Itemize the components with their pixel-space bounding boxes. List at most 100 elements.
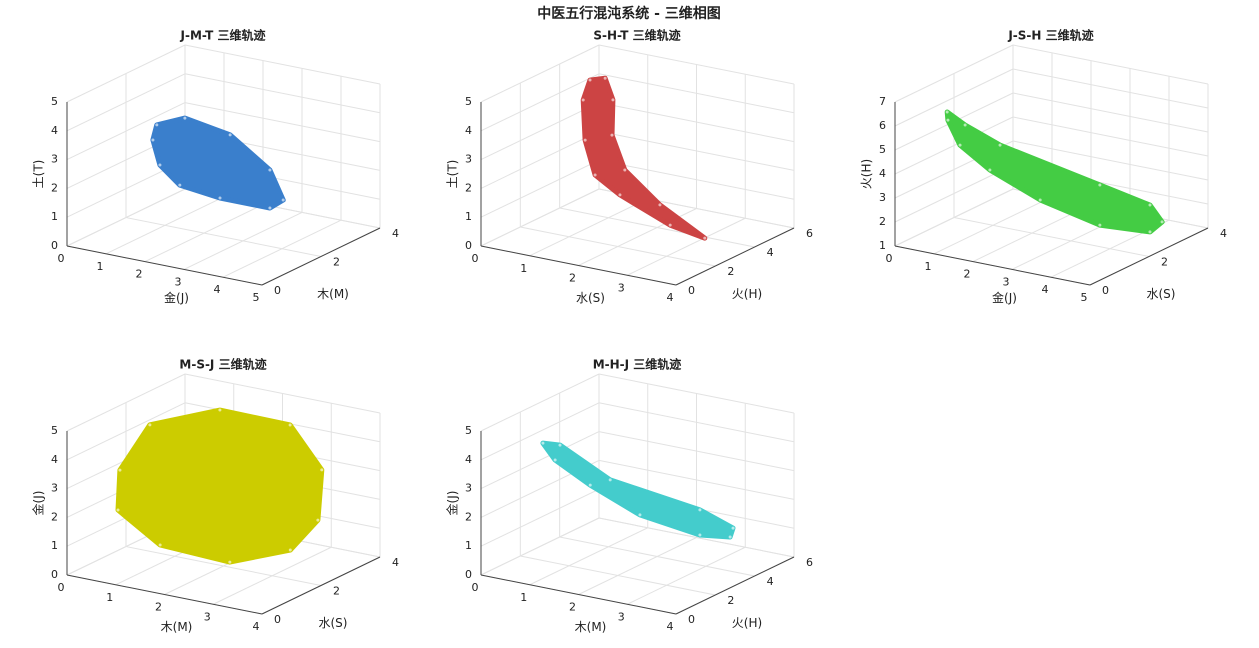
grid-line bbox=[598, 459, 795, 500]
y-axis bbox=[675, 556, 795, 615]
grid-line bbox=[1012, 68, 1209, 109]
trajectory-point bbox=[588, 78, 592, 82]
grid-line bbox=[894, 68, 1014, 127]
x-tick-label: 0 bbox=[886, 252, 893, 265]
trajectory-point bbox=[158, 543, 162, 547]
y-axis-label: 火(H) bbox=[732, 287, 762, 301]
y-axis bbox=[675, 227, 795, 286]
grid-line bbox=[480, 431, 600, 490]
z-tick-label: 5 bbox=[51, 424, 58, 437]
grid-line bbox=[66, 373, 186, 432]
grid-line bbox=[480, 130, 600, 189]
y-axis-label: 水(S) bbox=[1147, 287, 1176, 301]
z-tick-label: 5 bbox=[465, 95, 472, 108]
z-axis-label: 金(J) bbox=[445, 491, 460, 516]
trajectory-point bbox=[288, 548, 292, 552]
trajectory-point bbox=[158, 163, 162, 167]
z-tick-label: 3 bbox=[465, 153, 472, 166]
x-tick-label: 1 bbox=[520, 262, 527, 275]
z-tick-label: 2 bbox=[51, 181, 58, 194]
grid-line bbox=[184, 73, 381, 114]
trajectory-point bbox=[698, 508, 702, 512]
x-tick-label: 1 bbox=[520, 591, 527, 604]
x-tick-label: 4 bbox=[667, 620, 674, 633]
trajectory-point bbox=[553, 458, 557, 462]
grid-line bbox=[598, 431, 795, 472]
trajectory-point bbox=[1148, 203, 1152, 207]
trajectory-point bbox=[118, 468, 122, 472]
z-tick-label: 7 bbox=[879, 95, 886, 108]
x-tick-label: 3 bbox=[204, 610, 211, 623]
subplot-title: J-S-H 三维轨迹 bbox=[1007, 28, 1093, 43]
subplot: 0 1 2 3 4 0 2 4 6 0 1 2 3 4 5 水(S) 火(H) 土(T) S-H-T 三维轨迹 bbox=[446, 28, 814, 306]
grid-line bbox=[894, 188, 1014, 247]
x-tick-label: 1 bbox=[106, 591, 113, 604]
z-tick-label: 1 bbox=[879, 239, 886, 252]
z-tick-label: 5 bbox=[879, 143, 886, 156]
y-tick-label: 2 bbox=[727, 594, 734, 607]
trajectory-point bbox=[731, 526, 735, 530]
x-tick-label: 4 bbox=[253, 620, 260, 633]
z-tick-label: 0 bbox=[465, 568, 472, 581]
grid-line bbox=[480, 44, 600, 103]
subplot-title: S-H-T 三维轨迹 bbox=[593, 28, 680, 43]
x-tick-label: 2 bbox=[136, 268, 143, 281]
x-tick-label: 3 bbox=[1003, 275, 1010, 288]
grid-line bbox=[559, 536, 755, 577]
trajectory bbox=[115, 407, 325, 565]
trajectory-point bbox=[218, 408, 222, 412]
grid-line bbox=[559, 207, 755, 248]
y-axis bbox=[261, 556, 381, 615]
grid-line bbox=[520, 226, 716, 267]
z-tick-label: 4 bbox=[879, 167, 886, 180]
x-tick-label: 3 bbox=[618, 610, 625, 623]
trajectory-point bbox=[583, 138, 587, 142]
x-tick-label: 0 bbox=[472, 252, 479, 265]
y-tick-label: 0 bbox=[688, 284, 695, 297]
y-tick-label: 6 bbox=[806, 556, 813, 569]
grid-line bbox=[66, 102, 186, 161]
z-tick-label: 1 bbox=[465, 539, 472, 552]
z-tick-label: 1 bbox=[51, 539, 58, 552]
grid-line bbox=[953, 217, 1150, 257]
z-axis-label: 金(J) bbox=[31, 491, 46, 516]
trajectory-point bbox=[281, 198, 285, 202]
x-tick-label: 2 bbox=[569, 272, 576, 285]
grid-line bbox=[125, 217, 322, 257]
trajectory-point bbox=[945, 110, 949, 114]
grid-line bbox=[480, 488, 600, 547]
grid-line bbox=[66, 188, 186, 247]
grid-line bbox=[66, 44, 186, 103]
grid-line bbox=[627, 217, 746, 276]
trajectory-point bbox=[320, 468, 324, 472]
z-tick-label: 0 bbox=[465, 239, 472, 252]
trajectory-point bbox=[218, 196, 222, 200]
trajectory-point bbox=[998, 143, 1002, 147]
y-tick-label: 4 bbox=[767, 246, 774, 259]
z-tick-label: 1 bbox=[51, 210, 58, 223]
trajectory-point bbox=[268, 168, 272, 172]
trajectory-point bbox=[703, 236, 707, 240]
trajectory-point bbox=[638, 513, 642, 517]
trajectory-point bbox=[178, 183, 182, 187]
x-axis-label: 水(S) bbox=[576, 291, 605, 305]
z-tick-label: 2 bbox=[465, 510, 472, 523]
grid-line bbox=[184, 102, 381, 143]
trajectory bbox=[540, 440, 736, 540]
x-axis bbox=[66, 245, 263, 286]
z-tick-label: 4 bbox=[465, 453, 472, 466]
trajectory-point bbox=[593, 173, 597, 177]
trajectory-point bbox=[183, 116, 187, 120]
trajectory-point bbox=[611, 98, 615, 102]
grid-line bbox=[1012, 44, 1209, 85]
z-tick-label: 6 bbox=[879, 119, 886, 132]
x-tick-label: 2 bbox=[155, 601, 162, 614]
grid-line bbox=[598, 373, 795, 414]
z-tick-label: 4 bbox=[51, 453, 58, 466]
grid-line bbox=[520, 555, 716, 596]
z-tick-label: 0 bbox=[51, 568, 58, 581]
grid-line bbox=[184, 44, 381, 85]
y-tick-label: 4 bbox=[1220, 227, 1227, 240]
